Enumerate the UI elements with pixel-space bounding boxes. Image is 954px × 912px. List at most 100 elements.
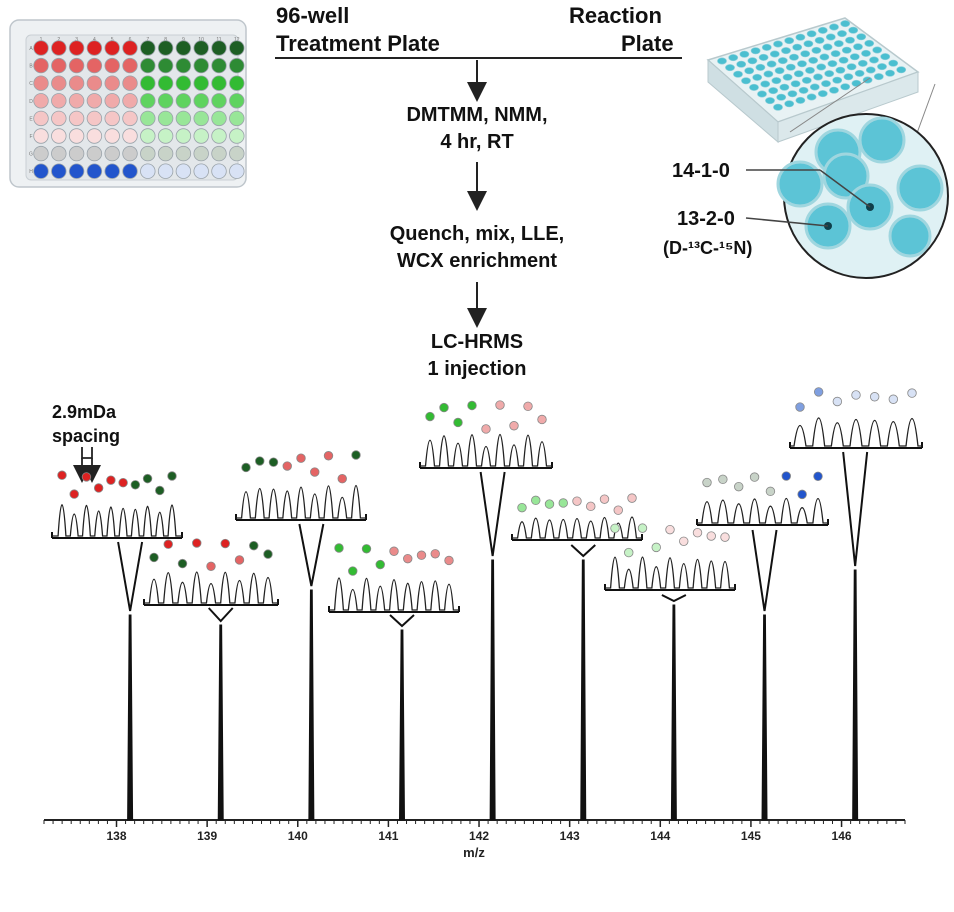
isotopologue-dot [702,477,712,488]
isotopologue-dot [523,401,533,412]
plate-well [157,75,174,91]
spectrum-peak [308,589,315,821]
reaction-well [896,66,907,74]
insert-callout [479,471,506,557]
isotopologue-dot [142,473,153,484]
plate-well [86,145,103,162]
isotopologue-dot [444,555,454,566]
isotopologue-dot [749,472,760,482]
isotopologue-dot [869,392,880,402]
reaction-well [809,83,820,91]
spectrum-peak [761,614,768,821]
plate-row-label: F [29,134,32,140]
isotopologue-dot [337,473,347,484]
reaction-well [784,100,795,108]
isotopologue-dot [531,495,541,506]
isotopologue-dot [255,456,265,466]
reaction-well [825,33,836,41]
spacing-bracket [81,447,93,459]
plate-col-label: 7 [146,37,149,43]
isotopologue-dot [851,390,861,400]
plate-col-label: 2 [57,37,60,43]
plate-well [211,110,227,127]
reaction-well [763,70,774,78]
spectrum-peak-group [789,387,923,821]
x-tick-label: 140 [288,829,308,843]
reaction-well [803,40,814,48]
isotopologue-dot [706,531,716,541]
label-isotope-note: (D-¹³C-¹⁵N) [663,238,753,258]
reaction-well [771,77,782,85]
plate-well [122,75,138,91]
isotopologue-dot [795,402,805,412]
isotopologue-dot [163,539,173,549]
isotopologue-dot [544,499,555,509]
x-tick-label: 146 [832,829,852,843]
insert-callout [570,544,596,558]
plate-well [51,128,67,144]
reaction-well [873,73,884,81]
insert-spectrum-trace [329,577,459,611]
isotopologue-dot [81,472,92,482]
isotopologue-dot [572,496,582,506]
reaction-well [864,39,875,47]
spectrum-peak-group [696,471,829,821]
spectrum-peak-group [235,450,367,821]
reaction-well [782,73,793,81]
plate-well [175,75,192,91]
reaction-well [845,36,855,44]
spectrum-peak-group [143,538,279,821]
reaction-well [777,57,788,65]
plate-col-label: 8 [164,37,167,43]
plate-well [68,57,85,74]
reaction-well [830,50,841,58]
plate-well [211,57,227,74]
isotopologue-dot [206,561,216,572]
plate-well [140,163,156,179]
reaction-well [774,67,785,75]
x-tick-label: 143 [560,829,580,843]
plate-well [33,145,49,162]
isotopologue-dot [765,486,776,497]
plate-well [33,93,49,109]
reaction-well [808,56,819,64]
plate-well [122,145,138,162]
isotopologue-dot [361,544,372,554]
isotopologue-dot [610,523,620,533]
isotopologue-dot [651,542,661,553]
insert-spectrum-trace [790,417,922,447]
x-tick-label: 145 [741,829,761,843]
isotopologue-dot [268,457,279,467]
reaction-well [765,97,775,105]
isotopologue-dot [692,528,703,538]
reaction-well [805,66,815,74]
spacing-label-line2: spacing [52,426,121,446]
reaction-well [840,20,851,28]
insert-spectrum-trace [605,556,735,589]
plate-well [157,145,174,162]
plate-row-label: A [29,46,33,52]
reaction-well [787,90,798,98]
reaction-well [853,43,863,51]
plate-well [140,128,156,144]
isotopologue-dot [389,546,399,556]
reaction-well [833,40,844,48]
isotopologue-dot [586,501,596,512]
spectrum-peak [489,559,496,821]
isotopologue-dot [665,524,675,535]
plate-well [211,145,227,162]
treatment-plate-title-line1: 96-well [276,3,350,28]
plate-well [175,145,192,162]
plate-well [193,145,209,162]
plate-well [175,110,192,127]
plate-well [122,57,138,74]
isotopologue-dot [430,549,440,559]
isotopologue-dot [537,414,547,425]
plate-well [68,110,85,127]
isotopologue-dot [517,502,527,513]
isotopologue-dot [416,550,427,560]
reaction-well [755,63,766,71]
reaction-well [829,86,839,94]
